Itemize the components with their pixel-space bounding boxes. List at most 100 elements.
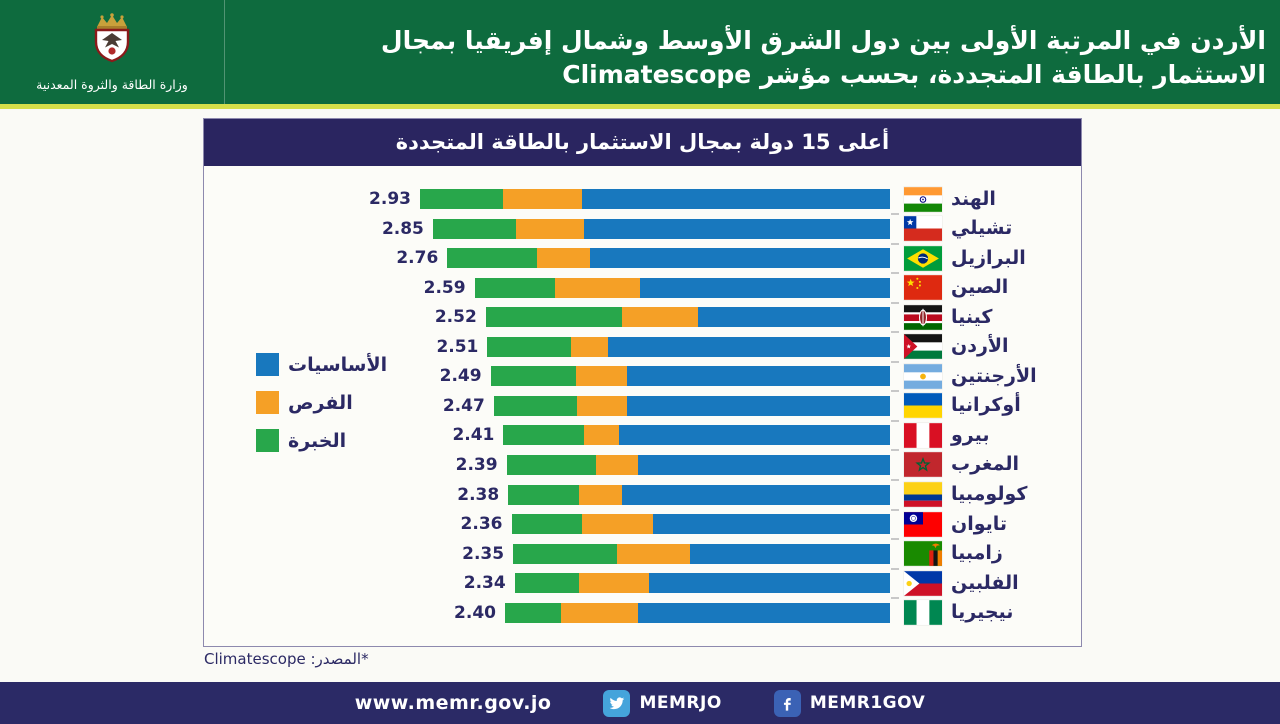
value-label: 2.38 bbox=[457, 484, 500, 505]
bar-segment-opportunities bbox=[583, 425, 619, 446]
bar-segment-opportunities bbox=[578, 484, 623, 505]
bar-segment-fundamentals bbox=[607, 336, 890, 357]
legend-item-fundamentals: الأساسيات bbox=[256, 353, 387, 376]
bar-segment-fundamentals bbox=[652, 514, 890, 535]
ministry-name: وزارة الطاقة والثروة المعدنية bbox=[36, 76, 188, 92]
bar-segment-fundamentals bbox=[638, 454, 890, 475]
brazil-flag-icon bbox=[904, 245, 942, 271]
chart-title: أعلى 15 دولة بمجال الاستثمار بالطاقة الم… bbox=[204, 119, 1081, 166]
axis-tick bbox=[891, 301, 899, 304]
value-label: 2.93 bbox=[369, 189, 411, 209]
bar-segment-fundamentals bbox=[590, 248, 890, 269]
header-divider bbox=[0, 104, 1280, 109]
chile-flag-icon bbox=[904, 216, 942, 241]
value-label: 2.41 bbox=[452, 425, 495, 446]
bar-segment-opportunities bbox=[503, 189, 582, 209]
bar-segment-experience bbox=[474, 277, 555, 298]
stacked-bar bbox=[506, 454, 890, 475]
bar-segment-experience bbox=[487, 336, 571, 357]
header-banner: وزارة الطاقة والثروة المعدنية الأردن في … bbox=[0, 0, 1280, 104]
bar-segment-experience bbox=[508, 484, 579, 505]
zambia-flag-icon bbox=[904, 541, 942, 566]
colombia-flag-icon bbox=[904, 482, 942, 507]
bar-segment-fundamentals bbox=[622, 484, 890, 505]
bar-segment-experience bbox=[490, 366, 576, 387]
twitter-icon bbox=[603, 689, 631, 717]
stacked-bar bbox=[447, 248, 890, 269]
bar-segment-experience bbox=[505, 602, 562, 623]
bar-segment-experience bbox=[493, 395, 578, 416]
country-label: زامبيا bbox=[951, 542, 1003, 565]
bar-segment-fundamentals bbox=[649, 573, 890, 594]
facebook-account: MEMR1GOV bbox=[773, 689, 925, 717]
stacked-bar bbox=[485, 307, 890, 328]
bar-segment-opportunities bbox=[577, 395, 627, 416]
bar-segment-experience bbox=[503, 425, 584, 446]
bar-segment-experience bbox=[420, 189, 504, 209]
country-label: الهند bbox=[951, 187, 996, 210]
morocco-flag-icon bbox=[904, 452, 942, 478]
bar-segment-opportunities bbox=[537, 248, 591, 269]
bar-segment-opportunities bbox=[575, 366, 627, 387]
chart-card: أعلى 15 دولة بمجال الاستثمار بالطاقة الم… bbox=[203, 118, 1082, 647]
bar-segment-fundamentals bbox=[618, 425, 890, 446]
bar-segment-fundamentals bbox=[697, 307, 890, 328]
infographic-title: الأردن في المرتبة الأولى بين دول الشرق ا… bbox=[240, 24, 1266, 92]
bar-segment-opportunities bbox=[570, 336, 608, 357]
source-note: *المصدر: Climatescope bbox=[204, 650, 369, 668]
value-label: 2.76 bbox=[396, 248, 439, 269]
infographic-title-line2: الاستثمار بالطاقة المتجددة، بحسب مؤشر Cl… bbox=[562, 60, 1266, 89]
axis-tick bbox=[891, 419, 899, 422]
taiwan-flag-icon bbox=[904, 511, 942, 537]
country-label: كولومبيا bbox=[951, 483, 1028, 505]
country-label: المغرب bbox=[951, 453, 1020, 476]
infographic-title-line1: الأردن في المرتبة الأولى بين دول الشرق ا… bbox=[380, 26, 1266, 55]
axis-tick bbox=[891, 360, 899, 363]
bar-segment-opportunities bbox=[561, 602, 639, 623]
footer-bar: www.memr.gov.jo MEMRJO MEMR1GOV bbox=[0, 682, 1280, 724]
bar-segment-experience bbox=[514, 573, 579, 594]
legend-label: الخبرة bbox=[288, 429, 347, 452]
legend-item-experience: الخبرة bbox=[256, 429, 387, 452]
stacked-bar bbox=[503, 425, 890, 446]
bar-segment-opportunities bbox=[578, 573, 650, 594]
twitter-account: MEMRJO bbox=[603, 689, 721, 717]
axis-tick bbox=[891, 478, 899, 481]
axis-tick bbox=[891, 508, 899, 511]
stacked-bar bbox=[514, 573, 890, 594]
axis-tick bbox=[891, 597, 899, 600]
stacked-bar bbox=[511, 514, 891, 535]
value-label: 2.35 bbox=[462, 543, 505, 564]
bar-segment-experience bbox=[506, 454, 597, 475]
legend-label: الفرص bbox=[288, 391, 353, 414]
axis-tick bbox=[891, 331, 899, 334]
bar-segment-opportunities bbox=[516, 218, 584, 239]
value-label: 2.47 bbox=[442, 395, 485, 416]
country-label: أوكرانيا bbox=[951, 394, 1021, 417]
website-url: www.memr.gov.jo bbox=[354, 692, 552, 714]
fundamentals-swatch-icon bbox=[256, 353, 279, 376]
country-label: البرازيل bbox=[951, 246, 1026, 269]
value-label: 2.52 bbox=[434, 307, 477, 328]
ukraine-flag-icon bbox=[904, 393, 942, 419]
country-label: كينيا bbox=[951, 305, 993, 328]
value-label: 2.40 bbox=[454, 602, 496, 623]
stacked-bar bbox=[513, 543, 890, 564]
bar-segment-fundamentals bbox=[626, 395, 890, 416]
value-label: 2.34 bbox=[463, 573, 506, 594]
bar-segment-fundamentals bbox=[582, 189, 890, 209]
bar-segment-experience bbox=[485, 307, 623, 328]
stacked-bar bbox=[432, 218, 890, 239]
bar-segment-experience bbox=[513, 543, 618, 564]
axis-tick bbox=[891, 213, 899, 215]
value-label: 2.59 bbox=[423, 277, 466, 298]
argentina-flag-icon bbox=[904, 363, 942, 389]
value-label: 2.36 bbox=[460, 514, 503, 535]
kenya-flag-icon bbox=[904, 304, 942, 330]
bar-segment-experience bbox=[511, 514, 583, 535]
country-label: تايوان bbox=[951, 512, 1008, 535]
value-label: 2.49 bbox=[439, 366, 482, 387]
axis-tick bbox=[891, 272, 899, 275]
jordan-coat-of-arms-icon bbox=[69, 12, 155, 75]
bar-segment-experience bbox=[432, 218, 517, 239]
